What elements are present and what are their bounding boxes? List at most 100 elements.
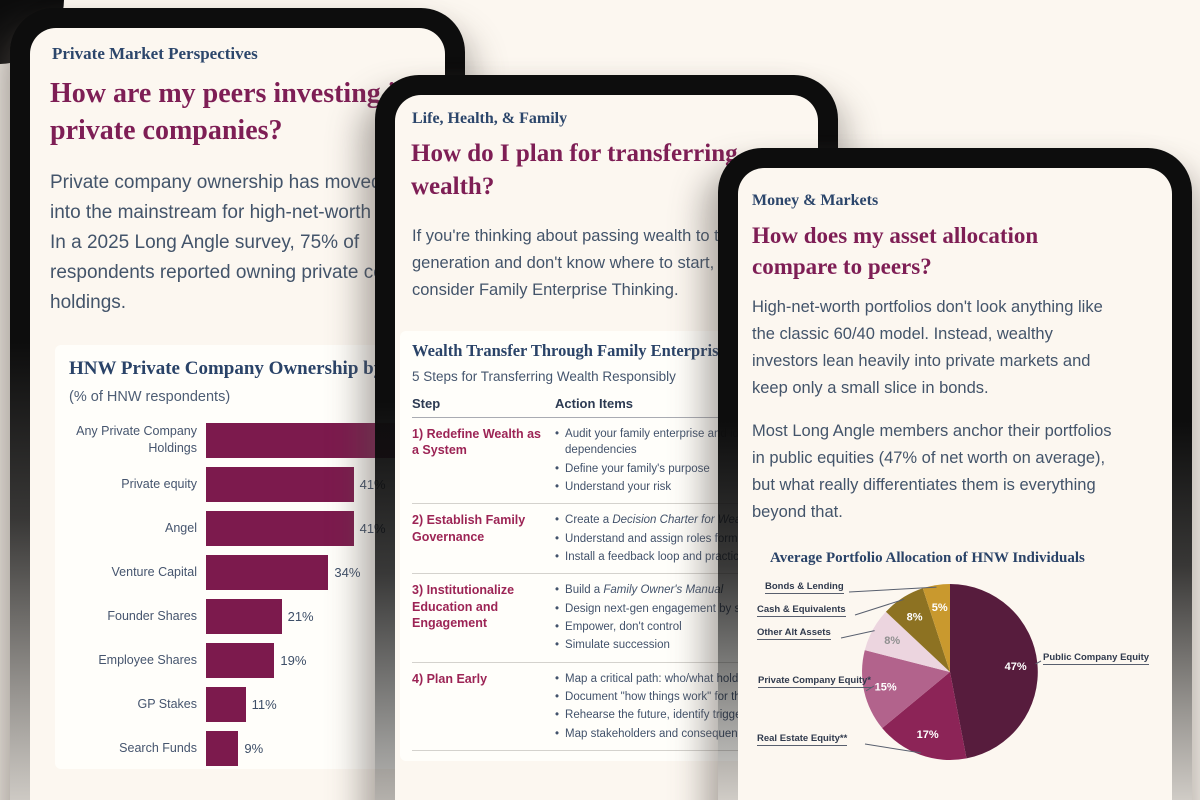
action-item: • Simulate succession (555, 637, 763, 653)
action-text: Understand and assign roles formally (565, 532, 755, 545)
text-line: the classic 60/40 model. Instead, wealth… (752, 325, 1053, 343)
bar-category-label: Employee Shares (98, 652, 197, 667)
pie-slice (950, 584, 1038, 759)
table-row: 3) Institutionalize Education and Engage… (412, 574, 808, 663)
bar-segment (206, 466, 354, 502)
bar-category-label: GP Stakes (137, 696, 197, 711)
bar-segment (206, 598, 282, 634)
table-body: 1) Redefine Wealth as a System • Audit you… (412, 418, 808, 761)
left-eyebrow: Private Market Perspectives (52, 44, 258, 63)
bar-value-label: 21% (287, 608, 314, 624)
bullet-marker: • (555, 480, 560, 493)
text-line: respondents reported owning private comp… (50, 262, 441, 283)
middle-headline: How do I plan for transferring wealth? (411, 137, 738, 203)
text-line: but what really differentiates them is e… (752, 476, 1096, 494)
pie-category-label: Other Alt Assets (757, 627, 831, 640)
pie-leader-line (865, 685, 875, 692)
pie-percent-label: 17% (917, 729, 939, 741)
bullet-marker: • (555, 428, 560, 440)
card-right-content: Money & Markets How does my asset alloca… (738, 168, 1172, 800)
pie-slice (922, 584, 950, 672)
pie-chart: 47% 17% 15% 8% 8% 5% Bonds & Lending Cash & Equ… (740, 575, 1172, 800)
action-item: • Understand and assign roles formally (555, 531, 755, 547)
pie-leader-line (1035, 660, 1042, 665)
table-row: 5) Build a System to Transfer Wealth Acr… (412, 751, 808, 761)
action-text-italic: Family Owner's Manual (603, 584, 724, 597)
table-actions-cell: • Build a Family Owner's Manual • Design ne… (555, 582, 763, 653)
table-header-actions: Action Items (555, 396, 634, 411)
bar-chart-subtitle: (% of HNW respondents) (69, 389, 231, 405)
bullet-marker: • (555, 709, 560, 722)
text-line: wealth? (411, 173, 495, 200)
action-text: Design next-gen engagement by stage (565, 602, 763, 615)
pie-leader-line (840, 630, 875, 639)
action-text: Understand your risk (565, 480, 672, 493)
bullet-marker: • (555, 602, 560, 615)
bar-category-label: Venture Capital (111, 564, 197, 579)
action-text: Map stakeholders and consequences (565, 727, 756, 740)
bar-row: Employee Shares 19% (69, 638, 443, 682)
bar-row: Private equity 41% (69, 462, 443, 506)
pie-leader-line (864, 743, 921, 754)
bar-chart: Any Private Company Holdings75%Private e… (69, 418, 443, 769)
table-step-cell: 3) Institutionalize Education and Engage… (412, 583, 515, 630)
pie-category-label: Cash & Equivalents (757, 604, 846, 617)
pie-percent-label: 8% (907, 611, 923, 623)
table-subtitle: 5 Steps for Transferring Wealth Responsi… (412, 369, 676, 384)
action-item: • Define your family's purpose (555, 461, 766, 477)
bar-row: Venture Capital 34% (69, 550, 443, 594)
bar-segment (206, 730, 239, 766)
table-row: 1) Redefine Wealth as a System • Audit you… (412, 418, 808, 505)
bar-category-label: Any Private Company Holdings (76, 424, 197, 455)
action-text: Define your family's purpose (565, 462, 710, 475)
bar-row: Search Funds 9% (69, 726, 443, 769)
bar-value-label: 19% (280, 652, 307, 668)
pie-slice (882, 672, 967, 760)
middle-paragraph: If you're thinking about passing wealth … (412, 223, 773, 304)
pie-category-label: Public Company Equity (1043, 652, 1150, 665)
bar-row: Angel 41% (69, 506, 443, 550)
text-line: generation and don't know where to start… (412, 254, 715, 272)
action-text: Empower, don't control (565, 620, 682, 633)
bullet-marker: • (555, 620, 560, 633)
text-line: investors lean heavily into private mark… (752, 352, 1091, 370)
bar-segment (206, 686, 246, 722)
text-line: Private company ownership has moved (50, 172, 382, 193)
action-item: • Install a feedback loop and practice (555, 549, 755, 565)
bullet-marker: • (555, 690, 560, 703)
action-item: • Build a Family Owner's Manual (555, 582, 763, 598)
bar-row: Founder Shares 21% (69, 594, 443, 638)
bar-category-label: Angel (165, 520, 197, 535)
bullet-marker: • (555, 514, 560, 527)
action-item: • Map stakeholders and consequences (555, 726, 780, 742)
text-line: consider Family Enterprise Thinking. (412, 281, 679, 299)
bar-value-label: 11% (251, 696, 277, 712)
bullet-marker: • (555, 532, 560, 545)
action-item: • Rehearse the future, identify triggers (555, 707, 780, 723)
text-line: High-net-worth portfolios don't look any… (752, 298, 1103, 316)
text-line: keep only a small slice in bonds. (752, 379, 989, 397)
bar-category-label: Founder Shares (107, 608, 197, 623)
bullet-marker: • (555, 639, 560, 652)
right-headline: How does my asset allocation compare to p… (752, 220, 1038, 282)
action-text: Map a critical path: who/what holds it (565, 672, 753, 685)
pie-percent-label: 47% (1005, 661, 1027, 673)
bar-category-label: Private equity (121, 476, 197, 491)
action-item: • Identify blind spots before they become (555, 759, 765, 762)
pie-slice (885, 588, 950, 672)
action-item: • Understand your risk (555, 479, 766, 495)
table-step-cell: 5) Build a System to Transfer Wealth Acr… (412, 759, 555, 761)
left-headline: How are my peers investing in private com… (50, 75, 411, 149)
bullet-marker: • (555, 759, 559, 762)
table-actions-cell: • Audit your family enterprise and identi… (555, 426, 766, 495)
pie-percent-label: 15% (875, 681, 897, 693)
middle-eyebrow: Life, Health, & Family (412, 110, 568, 127)
pie-percent-label: 8% (884, 635, 900, 647)
table-actions-cell: • Identify blind spots before they become… (555, 759, 765, 762)
bullet-marker: • (555, 584, 560, 597)
text-line: How does my asset allocation (752, 223, 1039, 248)
card-money-markets[interactable]: Money & Markets How does my asset alloca… (718, 148, 1192, 800)
text-line: Most Long Angle members anchor their por… (752, 422, 1112, 440)
bullet-marker: • (555, 672, 560, 685)
